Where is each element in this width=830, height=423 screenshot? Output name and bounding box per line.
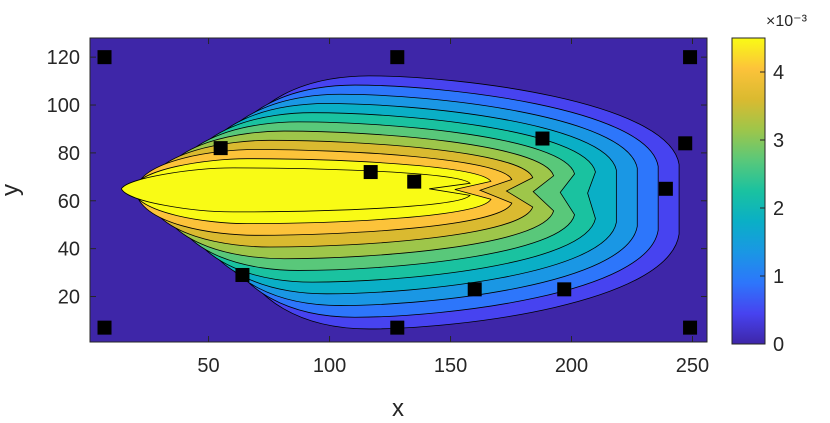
sensor-marker-10: [235, 267, 250, 282]
sensor-marker-3: [683, 50, 698, 65]
x-tick-label: 200: [555, 355, 588, 377]
colorbar-tick-label: 1: [773, 266, 784, 288]
sensor-marker-13: [97, 320, 112, 335]
sensor-marker-7: [363, 165, 378, 180]
sensor-marker-11: [467, 282, 482, 297]
sensor-marker-15: [683, 320, 698, 335]
sensor-marker-1: [97, 50, 112, 65]
y-axis-label: y: [0, 184, 24, 196]
sensor-marker-layer: [97, 50, 698, 335]
x-tick-label: 250: [676, 355, 709, 377]
colorbar-tick-label: 2: [773, 198, 784, 220]
x-tick-label: 150: [434, 355, 467, 377]
plot-area: [89, 37, 708, 343]
colorbar-ticks: 0 1 2 3 4: [760, 62, 784, 356]
colorbar-tick-label: 4: [773, 62, 784, 84]
colorbar-tick-label: 0: [773, 334, 784, 356]
colorbar-exponent: ×10⁻³: [766, 13, 808, 30]
colorbar: 0 1 2 3 4 ×10⁻³: [731, 13, 808, 356]
colorbar-frame: [731, 37, 766, 345]
y-axis: 20 40 60 80 100 120: [47, 47, 707, 309]
sensor-marker-14: [390, 320, 405, 335]
x-axis-label: x: [392, 395, 404, 422]
contour-band-11: [120, 167, 471, 213]
y-tick-label: 80: [58, 143, 80, 165]
sensor-marker-2: [390, 50, 405, 65]
contour-fill-layer: [120, 75, 680, 330]
sensor-marker-4: [213, 141, 228, 156]
x-tick-label: 100: [313, 355, 346, 377]
plot-frame: [89, 37, 708, 343]
x-axis: 50 100 150 200 250: [197, 38, 709, 377]
sensor-marker-12: [557, 282, 572, 297]
y-tick-label: 60: [58, 191, 80, 213]
sensor-marker-8: [407, 174, 422, 189]
x-tick-label: 50: [197, 355, 219, 377]
sensor-marker-9: [658, 181, 673, 196]
y-tick-label: 100: [47, 95, 80, 117]
colorbar-gradient: [732, 38, 765, 344]
y-tick-label: 40: [58, 239, 80, 261]
colorbar-tick-label: 3: [773, 130, 784, 152]
sensor-marker-6: [678, 136, 693, 151]
sensor-marker-5: [535, 131, 550, 146]
y-tick-label: 20: [58, 287, 80, 309]
y-tick-label: 120: [47, 47, 80, 69]
